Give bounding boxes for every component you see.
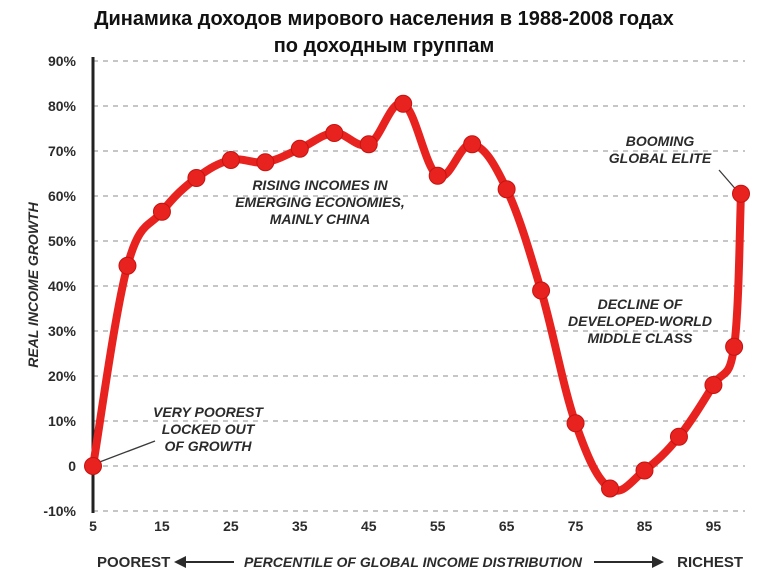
data-point — [532, 281, 551, 300]
y-tick-label: 40% — [48, 278, 77, 294]
x-tick-label: 95 — [706, 518, 722, 534]
data-point — [152, 202, 171, 221]
data-point — [732, 184, 750, 203]
axes: -10% 0 10% 20% 30% 40% 50% 60% 70% 80% 90% 5 15 25 35 4… — [43, 53, 721, 568]
annotation-pointer — [96, 440, 156, 464]
gridlines — [93, 60, 745, 512]
data-point — [118, 256, 137, 275]
data-point — [635, 461, 654, 480]
data-point — [497, 180, 516, 199]
y-tick-label: 30% — [48, 323, 77, 339]
left-arrow-head — [174, 556, 186, 568]
data-point — [463, 135, 482, 154]
data-point — [704, 376, 723, 394]
annotation-text: OF GROWTH — [164, 438, 252, 454]
x-tick-label: 35 — [292, 518, 308, 534]
data-point — [359, 135, 378, 154]
x-tick-label: 75 — [568, 518, 584, 534]
annotation-text: MIDDLE CLASS — [588, 330, 694, 346]
y-tick-label: 70% — [48, 143, 77, 159]
x-axis-left-label: POOREST — [97, 554, 170, 571]
x-tick-label: 65 — [499, 518, 515, 534]
chart-title-line-2: по доходным группам — [273, 35, 495, 57]
x-axis-label: PERCENTILE OF GLOBAL INCOME DISTRIBUTION — [244, 554, 583, 570]
data-point — [725, 337, 744, 356]
data-point — [601, 479, 620, 498]
x-tick-label: 25 — [223, 518, 239, 534]
right-arrow-head — [652, 556, 664, 568]
y-tick-label: 0 — [68, 458, 76, 474]
data-points — [84, 94, 750, 498]
x-tick-label: 55 — [430, 518, 446, 534]
annotation-text: GLOBAL ELITE — [609, 150, 712, 166]
y-tick-label: 10% — [48, 413, 77, 429]
x-tick-label: 15 — [154, 518, 170, 534]
y-tick-label: 50% — [48, 233, 77, 249]
x-tick-label: 5 — [89, 518, 97, 534]
x-tick-label: 85 — [637, 518, 653, 534]
data-point — [394, 94, 413, 113]
y-tick-label: -10% — [43, 503, 76, 519]
annotation-pointer — [718, 169, 738, 192]
axis-labels: REAL INCOME GROWTH POOREST RICHEST PERCE… — [25, 201, 743, 571]
x-axis-right-label: RICHEST — [677, 554, 743, 571]
y-axis-label: REAL INCOME GROWTH — [25, 201, 41, 367]
data-point — [256, 153, 275, 172]
y-tick-label: 20% — [48, 368, 77, 384]
data-point — [187, 169, 206, 187]
chart-title-line-1: Динамика доходов мирового населения в 19… — [94, 8, 674, 30]
annotation-text: DEVELOPED-WORLD — [568, 313, 712, 329]
data-point — [669, 427, 688, 446]
x-tick-label: 45 — [361, 518, 377, 534]
data-point — [325, 124, 344, 142]
chart-title: Динамика доходов мирового населения в 19… — [0, 6, 768, 60]
y-tick-label: 90% — [48, 53, 77, 69]
annotation-text: BOOMING — [626, 133, 695, 149]
y-tick-label: 80% — [48, 98, 77, 114]
y-tick-label: 60% — [48, 188, 77, 204]
data-point — [221, 151, 240, 169]
data-point — [566, 414, 585, 433]
annotation-text: DECLINE OF — [598, 296, 683, 312]
data-point — [84, 457, 102, 475]
data-point — [290, 139, 309, 158]
annotation-text: LOCKED OUT — [162, 421, 256, 437]
annotation-text: MAINLY CHINA — [270, 211, 371, 227]
annotation-text: EMERGING ECONOMIES, — [235, 194, 405, 210]
annotation-text: RISING INCOMES IN — [252, 177, 388, 193]
data-point — [428, 166, 447, 185]
annotation-text: VERY POOREST — [153, 404, 264, 420]
